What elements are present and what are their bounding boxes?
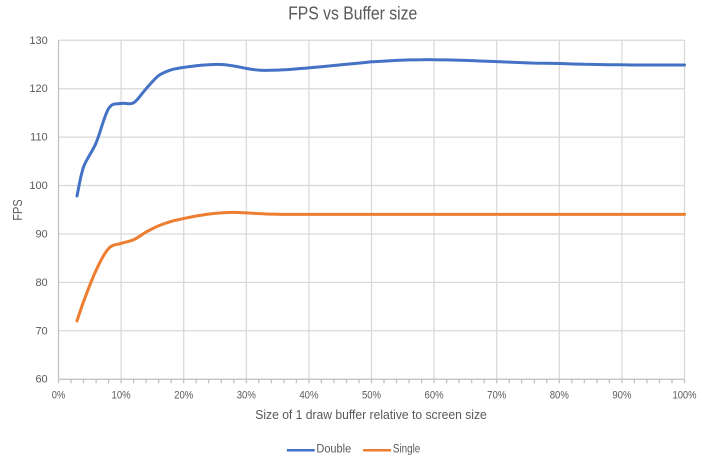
svg-text:90%: 90% — [612, 389, 631, 401]
svg-text:100: 100 — [29, 180, 47, 192]
svg-text:80: 80 — [35, 277, 47, 289]
svg-text:130: 130 — [29, 35, 47, 47]
svg-text:FPS: FPS — [11, 199, 25, 220]
svg-text:70: 70 — [35, 325, 47, 337]
svg-text:30%: 30% — [237, 389, 256, 401]
svg-text:Double: Double — [316, 444, 351, 456]
svg-text:120: 120 — [29, 83, 47, 95]
svg-text:50%: 50% — [362, 389, 381, 401]
svg-text:110: 110 — [30, 132, 48, 144]
svg-text:90: 90 — [35, 229, 47, 241]
svg-text:40%: 40% — [299, 389, 318, 401]
svg-text:FPS vs Buffer size: FPS vs Buffer size — [288, 4, 417, 24]
svg-text:0%: 0% — [52, 389, 66, 401]
svg-text:60: 60 — [35, 374, 47, 386]
svg-text:80%: 80% — [550, 389, 569, 401]
svg-text:Size of 1 draw buffer relative: Size of 1 draw buffer relative to screen… — [255, 407, 487, 422]
svg-text:20%: 20% — [174, 389, 193, 401]
svg-text:70%: 70% — [487, 389, 506, 401]
svg-text:100%: 100% — [673, 389, 697, 401]
svg-text:Single: Single — [393, 444, 420, 456]
svg-text:10%: 10% — [112, 389, 131, 401]
svg-text:60%: 60% — [425, 389, 444, 401]
